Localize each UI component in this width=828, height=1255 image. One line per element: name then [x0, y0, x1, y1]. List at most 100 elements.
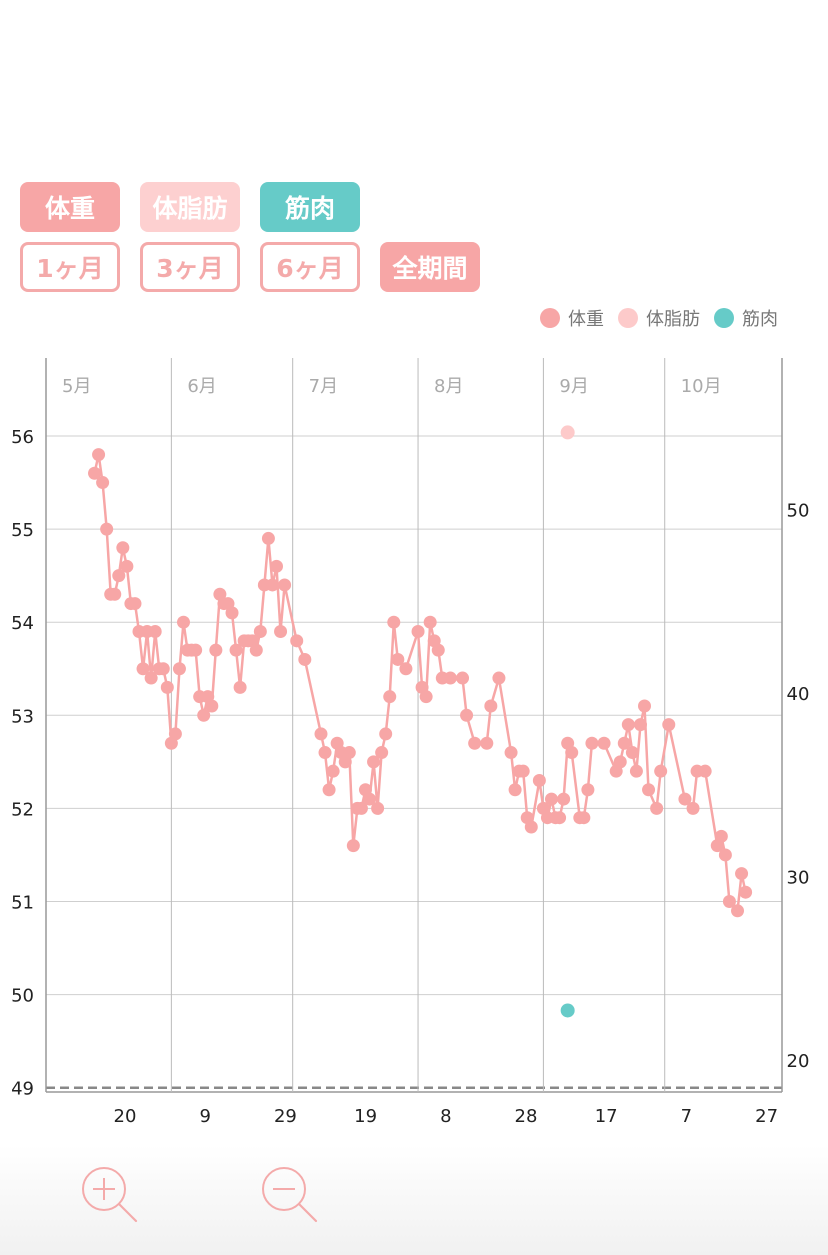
legend-body-fat-label: 体脂肪 — [646, 309, 700, 330]
y-left-tick-label: 54 — [11, 613, 34, 634]
data-point — [544, 792, 558, 806]
zoom-in-button[interactable] — [80, 1165, 142, 1227]
muscle-toggle-label: 筋肉 — [284, 194, 335, 223]
data-point — [261, 531, 275, 545]
data-point — [698, 764, 712, 778]
data-point — [148, 625, 162, 639]
period-3-month-label: 3ヶ月 — [156, 254, 224, 283]
data-point — [399, 662, 413, 676]
period-1-month-button[interactable]: 1ヶ月 — [20, 242, 120, 292]
legend-weight-swatch — [540, 308, 560, 328]
data-point — [274, 625, 288, 639]
data-point — [617, 736, 631, 750]
data-point — [629, 764, 643, 778]
data-point — [456, 671, 470, 685]
month-label: 5月 — [62, 376, 91, 397]
x-tick-label: 8 — [440, 1106, 451, 1127]
x-tick-label: 9 — [199, 1106, 210, 1127]
data-point — [560, 1003, 575, 1018]
data-point — [391, 652, 405, 666]
weight-toggle-label: 体重 — [44, 194, 95, 223]
y-left-tick-label: 52 — [11, 799, 34, 820]
data-point — [565, 746, 579, 760]
data-point — [100, 522, 114, 536]
y-left-tick-label: 56 — [11, 427, 34, 448]
data-point — [367, 755, 381, 769]
legend-muscle-swatch — [714, 308, 734, 328]
data-point — [249, 643, 263, 657]
body-fat-toggle-label: 体脂肪 — [152, 194, 228, 223]
data-point — [714, 829, 728, 843]
month-label: 9月 — [559, 376, 588, 397]
data-point — [375, 746, 389, 760]
data-point — [371, 801, 385, 815]
chart-legend: 体重 体脂肪 筋肉 — [540, 304, 778, 332]
data-point — [379, 727, 393, 741]
data-point — [443, 671, 457, 685]
month-label: 8月 — [434, 376, 463, 397]
data-point — [613, 755, 627, 769]
data-point — [650, 801, 664, 815]
data-point — [96, 476, 110, 490]
legend-weight: 体重 — [540, 305, 604, 331]
data-point — [160, 680, 174, 694]
data-point — [585, 736, 599, 750]
period-all-button[interactable]: 全期間 — [380, 242, 480, 292]
legend-weight-label: 体重 — [568, 309, 604, 330]
data-point — [411, 625, 425, 639]
data-point — [270, 559, 284, 573]
data-point — [577, 811, 591, 825]
period-3-month-button[interactable]: 3ヶ月 — [140, 242, 240, 292]
y-left-tick-label: 51 — [11, 893, 34, 914]
data-point — [176, 615, 190, 629]
data-point — [557, 792, 571, 806]
period-all-label: 全期間 — [392, 254, 468, 283]
data-point — [318, 746, 332, 760]
x-tick-label: 29 — [274, 1106, 297, 1127]
data-point — [197, 708, 211, 722]
data-point — [265, 578, 279, 592]
data-point — [383, 690, 397, 704]
weight-toggle-button[interactable]: 体重 — [20, 182, 120, 232]
muscle-toggle-button[interactable]: 筋肉 — [260, 182, 360, 232]
period-1-month-label: 1ヶ月 — [36, 254, 104, 283]
data-point — [290, 634, 304, 648]
y-right-tick-label: 40 — [787, 684, 810, 705]
data-point — [354, 801, 368, 815]
data-point — [516, 764, 530, 778]
data-point — [739, 885, 753, 899]
zoom-in-icon — [82, 1167, 138, 1223]
y-right-tick-label: 50 — [787, 501, 810, 522]
data-point — [128, 597, 142, 611]
data-point — [460, 708, 474, 722]
data-point — [678, 792, 692, 806]
data-point — [156, 662, 170, 676]
x-tick-label: 27 — [755, 1106, 778, 1127]
x-tick-label: 20 — [114, 1106, 137, 1127]
x-tick-label: 17 — [595, 1106, 618, 1127]
month-label: 7月 — [309, 376, 338, 397]
legend-body-fat-swatch — [618, 308, 638, 328]
data-point — [642, 783, 656, 797]
y-left-tick-label: 49 — [11, 1079, 34, 1100]
data-point — [387, 615, 401, 629]
data-point — [662, 718, 676, 732]
data-point — [363, 792, 377, 806]
data-point — [189, 643, 203, 657]
data-point — [581, 783, 595, 797]
data-point — [346, 839, 360, 853]
data-point — [597, 736, 611, 750]
data-point — [205, 699, 219, 713]
x-tick-label: 28 — [515, 1106, 538, 1127]
data-point — [172, 662, 186, 676]
data-point — [278, 578, 292, 592]
data-point — [731, 904, 745, 918]
data-point — [233, 680, 247, 694]
data-point — [92, 448, 106, 462]
data-point — [116, 541, 130, 555]
period-6-month-button[interactable]: 6ヶ月 — [260, 242, 360, 292]
body-fat-toggle-button[interactable]: 体脂肪 — [140, 182, 240, 232]
weight-chart[interactable]: 56 55 54 53 52 51 50 49 50 40 30 20 5月 6月 7月 8月 9月 10月 20 9… — [0, 0, 828, 1140]
data-point — [553, 811, 567, 825]
zoom-out-button[interactable] — [260, 1165, 322, 1227]
